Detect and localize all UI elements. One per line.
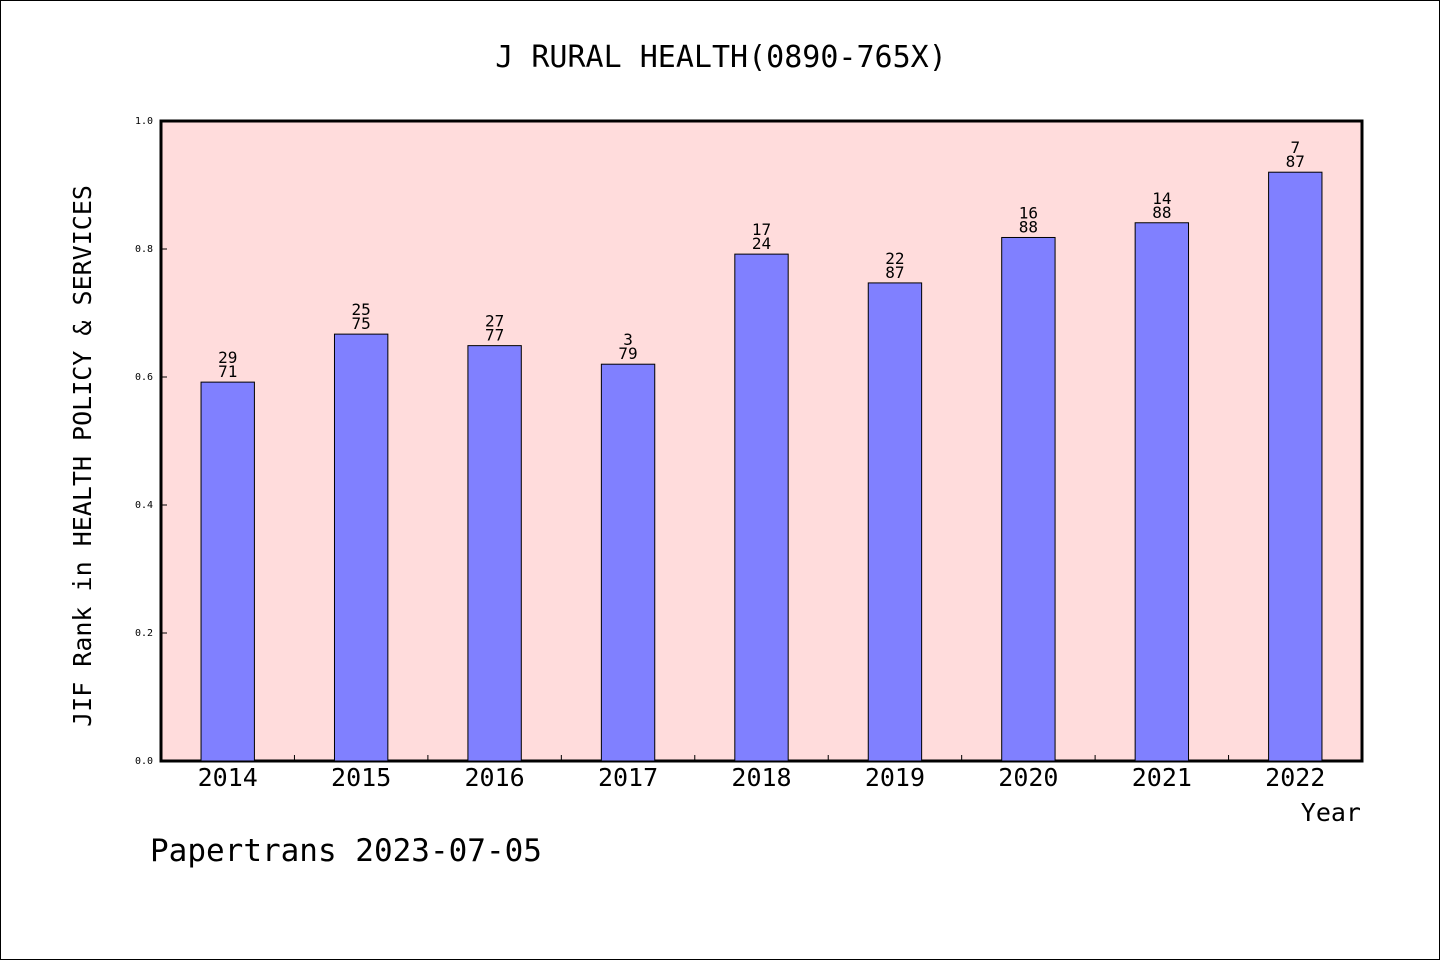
bar-total-label: 79 xyxy=(618,344,637,363)
x-tick-label: 2019 xyxy=(865,763,925,792)
x-tick-label: 2018 xyxy=(731,763,791,792)
x-tick-label: 2022 xyxy=(1265,763,1325,792)
bar-rank-label: 27 xyxy=(485,312,504,331)
bar-total-label: 24 xyxy=(752,234,771,253)
y-tick-label: 1.0 xyxy=(135,116,153,127)
bar-rank-label: 25 xyxy=(352,300,371,319)
x-tick-label: 2020 xyxy=(998,763,1058,792)
x-tick-label: 2016 xyxy=(465,763,525,792)
x-tick-label: 2014 xyxy=(198,763,258,792)
bar-total-label: 77 xyxy=(485,326,504,345)
x-axis-label: Year xyxy=(1301,798,1361,827)
y-tick-label: 0.8 xyxy=(135,244,153,255)
bar-rank-label: 7 xyxy=(1290,138,1300,157)
bar-rank-label: 14 xyxy=(1152,189,1171,208)
bar-total-label: 88 xyxy=(1152,203,1171,222)
x-tick-label: 2021 xyxy=(1132,763,1192,792)
y-axis-ticks: 0.0 0.2 0.4 0.6 0.8 1.0 xyxy=(135,116,167,767)
chart-title: J RURAL HEALTH(0890-765X) xyxy=(495,40,947,75)
bar-2017 xyxy=(600,363,656,762)
bar-total-label: 87 xyxy=(1286,152,1305,171)
bar-rank-label: 22 xyxy=(885,249,904,268)
bar-rank-label: 3 xyxy=(623,330,633,349)
x-tick-label: 2017 xyxy=(598,763,658,792)
x-axis-ticks: 2014 2015 2016 2017 2018 2019 2020 2021 2022 xyxy=(198,755,1325,792)
y-tick-label: 0.4 xyxy=(135,500,153,511)
bar-2020 xyxy=(1001,236,1056,762)
bar-rank-label: 29 xyxy=(218,348,237,367)
bar-2015 xyxy=(333,333,389,762)
bar-2022 xyxy=(1268,171,1323,762)
y-tick-label: 0.6 xyxy=(135,372,153,383)
bar-series xyxy=(200,171,1323,762)
bar-total-label: 87 xyxy=(885,263,904,282)
bar-total-label: 71 xyxy=(218,362,237,381)
bar-2018 xyxy=(734,253,789,762)
x-tick-label: 2015 xyxy=(331,763,391,792)
bar-total-label: 88 xyxy=(1019,217,1038,236)
bar-2021 xyxy=(1134,222,1190,762)
bar-2014 xyxy=(200,381,255,762)
y-axis-label: JIF Rank in HEALTH POLICY & SERVICES xyxy=(68,185,97,727)
bar-2016 xyxy=(467,345,522,762)
y-tick-label: 0.0 xyxy=(135,756,153,767)
bar-rank-label: 17 xyxy=(752,220,771,239)
bar-2019 xyxy=(867,282,923,762)
bar-total-label: 75 xyxy=(352,314,371,333)
bar-rank-label: 16 xyxy=(1019,203,1038,222)
y-tick-label: 0.2 xyxy=(135,628,153,639)
footer-credit: Papertrans 2023-07-05 xyxy=(150,833,542,869)
